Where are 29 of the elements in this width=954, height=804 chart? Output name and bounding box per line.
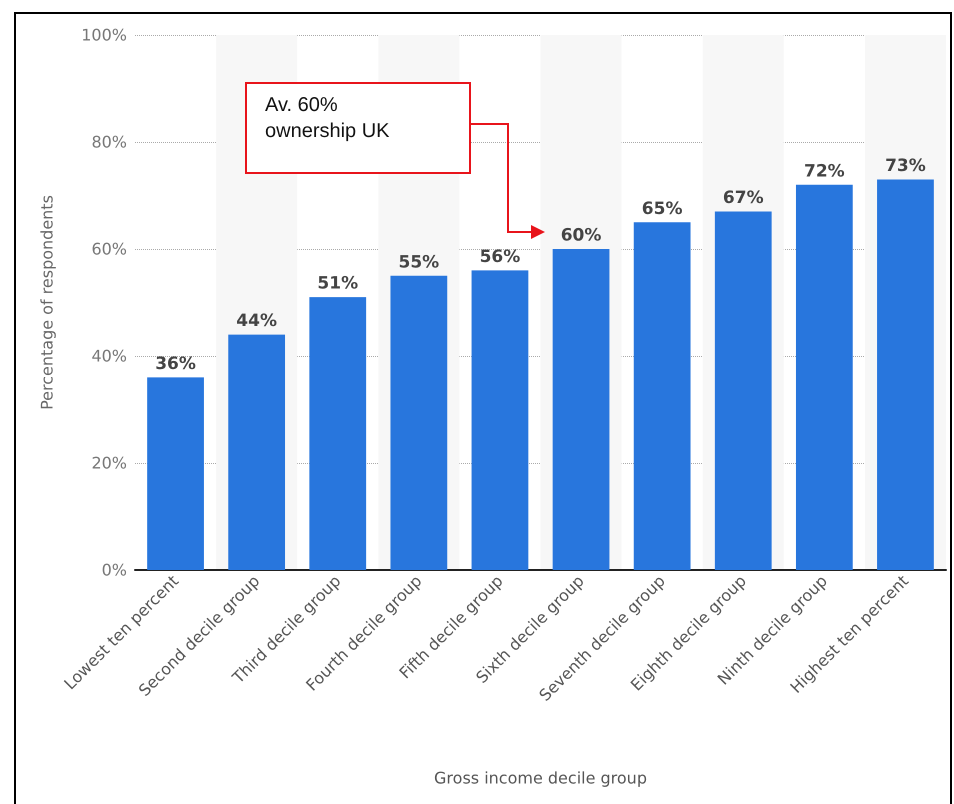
data-label: 36%: [155, 354, 196, 374]
bar: [390, 276, 448, 570]
bar: [147, 377, 204, 570]
y-tick-label: 60%: [91, 240, 127, 258]
bar: [228, 334, 286, 570]
x-axis-title: Gross income decile group: [434, 768, 647, 788]
data-label: 72%: [804, 161, 845, 182]
y-tick-label: 20%: [91, 454, 127, 472]
data-label: 73%: [885, 156, 926, 176]
bar: [714, 212, 772, 570]
data-label: 51%: [317, 274, 358, 294]
data-label: 65%: [642, 198, 682, 219]
data-label: 44%: [236, 311, 277, 332]
y-tick-label: 80%: [91, 132, 127, 152]
y-tick-label: 40%: [91, 346, 127, 366]
data-label: 56%: [480, 246, 520, 267]
data-label: 55%: [398, 252, 440, 272]
bar: [796, 184, 853, 570]
bar: [309, 297, 366, 570]
y-axis-title: Percentage of respondents: [38, 195, 56, 410]
y-tick-label: 0%: [102, 560, 127, 580]
data-label: 67%: [722, 188, 764, 208]
bar: [634, 222, 691, 570]
data-label: 60%: [560, 226, 602, 246]
y-tick-label: 100%: [81, 26, 127, 44]
bar: [472, 270, 528, 570]
bar: [552, 249, 610, 570]
annotation: Av. 60% ownership UK: [265, 93, 390, 144]
bar: [877, 179, 934, 570]
